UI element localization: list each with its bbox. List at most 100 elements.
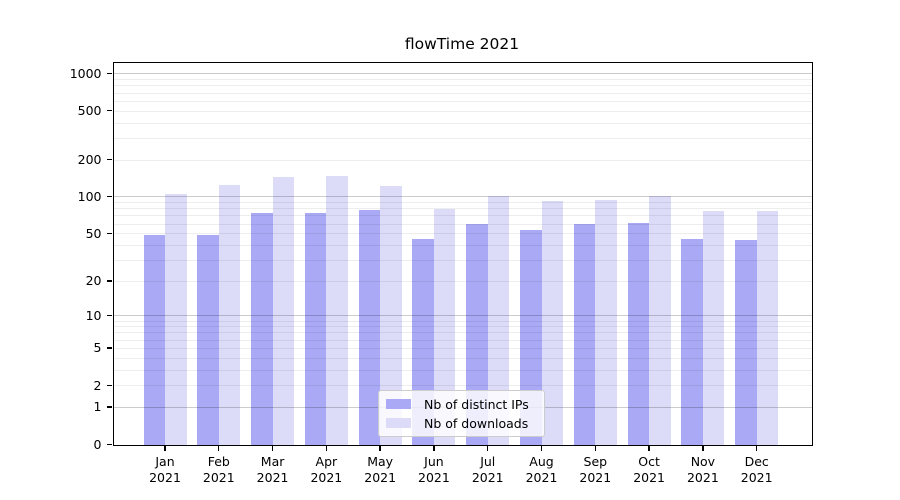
legend-swatch-downloads	[386, 418, 411, 428]
y-axis-tick	[107, 314, 112, 317]
y-axis-tick	[107, 347, 112, 349]
bar-downloads-apr	[326, 175, 348, 445]
y-axis-tick-label: 20	[85, 273, 102, 289]
minor-gridline	[113, 159, 812, 161]
legend-swatch-distinct-ips	[386, 399, 411, 409]
y-axis-tick	[107, 159, 112, 161]
minor-gridline	[113, 92, 812, 94]
bar-downloads-jan	[165, 193, 187, 445]
minor-gridline	[113, 100, 812, 102]
x-axis-tick-label: Aug 2021	[525, 453, 558, 485]
bar-downloads-aug	[541, 201, 564, 445]
x-axis-tick	[164, 445, 166, 451]
minor-gridline	[113, 137, 812, 139]
x-axis-tick	[540, 445, 543, 451]
x-axis-tick-label: Apr 2021	[310, 453, 343, 485]
bar-downloads-oct	[649, 195, 671, 445]
x-axis-tick-label: May 2021	[364, 453, 397, 485]
bar-distinct-ips-oct	[627, 222, 650, 445]
bar-distinct-ips-nov	[681, 238, 703, 445]
y-axis-tick-label: 10	[85, 307, 102, 323]
x-axis-tick	[218, 445, 220, 451]
major-gridline	[113, 196, 812, 198]
minor-gridline	[113, 369, 812, 371]
bar-distinct-ips-mar	[251, 213, 273, 445]
x-axis-tick-label: Dec 2021	[740, 453, 773, 485]
minor-gridline	[113, 215, 812, 217]
bar-distinct-ips-feb	[197, 235, 219, 445]
minor-gridline	[113, 385, 812, 387]
legend-item-distinct-ips: Nb of distinct IPs	[386, 397, 544, 412]
y-axis-tick	[107, 443, 112, 445]
x-axis-tick	[325, 445, 328, 451]
minor-gridline	[113, 223, 812, 225]
x-axis-tick-label: Jul 2021	[471, 453, 504, 485]
x-axis-tick-label: Nov 2021	[686, 453, 719, 485]
x-axis-tick-label: Feb 2021	[202, 453, 235, 485]
legend: Nb of distinct IPs Nb of downloads	[378, 390, 545, 437]
minor-gridline	[113, 280, 812, 282]
minor-gridline	[113, 79, 812, 81]
y-axis-tick-label: 100	[77, 188, 102, 204]
y-axis-tick-label: 2	[93, 377, 102, 393]
x-axis-tick	[433, 445, 435, 451]
x-axis-tick	[487, 445, 489, 451]
legend-label-distinct-ips: Nb of distinct IPs	[424, 396, 529, 412]
x-axis-tick	[594, 445, 596, 451]
minor-gridline	[113, 110, 812, 112]
bar-distinct-ips-jul	[466, 224, 488, 445]
bar-distinct-ips-apr	[304, 213, 327, 445]
minor-gridline	[113, 326, 812, 328]
y-axis-tick	[107, 110, 112, 112]
bar-distinct-ips-dec	[735, 239, 757, 445]
y-axis-tick-label: 5	[93, 340, 102, 356]
bar-downloads-nov	[702, 211, 725, 445]
x-axis-tick	[755, 445, 758, 451]
y-axis-tick-label: 500	[77, 103, 102, 119]
bar-downloads-dec	[756, 211, 779, 445]
x-axis-tick-label: Jan 2021	[149, 453, 181, 485]
minor-gridline	[113, 339, 812, 341]
x-axis-tick	[379, 445, 381, 451]
bar-distinct-ips-jan	[143, 235, 165, 445]
legend-item-downloads: Nb of downloads	[386, 416, 544, 431]
minor-gridline	[113, 208, 812, 210]
y-axis-tick	[107, 384, 112, 386]
bar-distinct-ips-sep	[573, 223, 596, 445]
bar-downloads-sep	[595, 199, 617, 445]
x-axis-tick-label: Oct 2021	[633, 453, 666, 485]
bar-downloads-mar	[272, 177, 295, 445]
bar-downloads-jul	[487, 196, 510, 445]
y-axis-tick-label: 1	[93, 399, 102, 415]
y-axis-tick	[107, 232, 112, 234]
minor-gridline	[113, 233, 812, 235]
minor-gridline	[113, 244, 812, 246]
legend-label-downloads: Nb of downloads	[424, 415, 529, 431]
y-axis-tick-label: 1000	[69, 65, 102, 81]
minor-gridline	[113, 122, 812, 124]
y-axis-tick	[107, 406, 112, 408]
x-axis-tick-label: Mar 2021	[256, 453, 289, 485]
major-gridline	[113, 73, 812, 75]
minor-gridline	[113, 332, 812, 334]
y-axis-tick-label: 0	[93, 436, 102, 452]
bar-downloads-may	[380, 186, 402, 445]
bar-downloads-feb	[218, 184, 241, 445]
minor-gridline	[113, 85, 812, 87]
minor-gridline	[113, 259, 812, 261]
minor-gridline	[113, 202, 812, 204]
x-axis-tick	[271, 445, 274, 451]
x-axis-tick	[648, 445, 650, 451]
x-axis-tick	[702, 445, 704, 451]
bar-distinct-ips-may	[358, 210, 381, 445]
chart-title: flowTime 2021	[404, 35, 520, 53]
y-axis-tick-label: 200	[77, 152, 102, 168]
minor-gridline	[113, 357, 812, 359]
y-axis-tick	[107, 280, 112, 282]
plot-area: 0 1 2 5 10 20 50 100 200 500 1000 Jan 2021 Feb 2021 M…	[70, 61, 813, 485]
bar-downloads-jun	[433, 208, 456, 445]
minor-gridline	[113, 347, 812, 349]
x-axis-tick-label: Jun 2021	[418, 453, 450, 485]
minor-gridline	[113, 320, 812, 322]
